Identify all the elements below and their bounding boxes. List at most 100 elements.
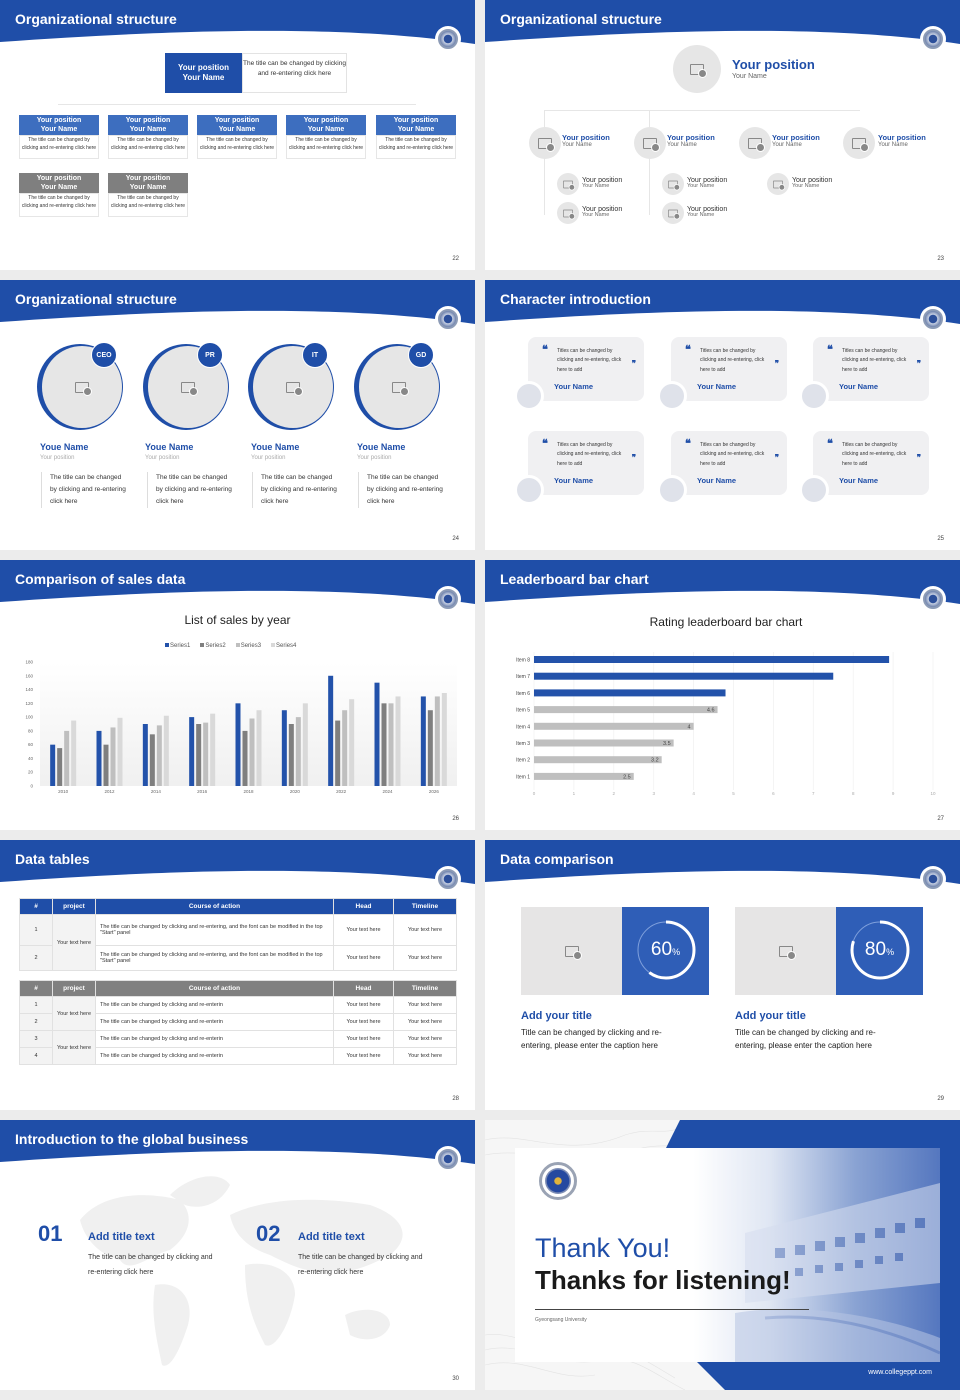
website-link[interactable]: www.collegeppt.com [868, 1369, 932, 1376]
page-number: 22 [452, 256, 459, 262]
org-card: Your position Your Name The title can be c… [286, 115, 366, 159]
thank-you-heading: Thank You! [535, 1233, 671, 1263]
page-number: 24 [452, 536, 459, 542]
slide-25[interactable]: Character introduction ❝ Titles can be ch… [485, 280, 960, 550]
photo-placeholder[interactable] [662, 173, 684, 195]
open-quote-icon: ❝ [685, 344, 691, 356]
photo-placeholder[interactable] [767, 173, 789, 195]
image-add-icon [563, 180, 576, 190]
slide-31[interactable]: Thank You! Thanks for listening! Gyeongs… [485, 1120, 960, 1390]
svg-text:180: 180 [25, 660, 33, 665]
slide-title: Organizational structure [15, 11, 177, 27]
svg-text:2024: 2024 [382, 789, 393, 794]
blue-frame [665, 1120, 960, 1390]
svg-text:2018: 2018 [243, 789, 254, 794]
image-add-icon [690, 63, 707, 78]
svg-text:2.5: 2.5 [623, 774, 631, 780]
svg-text:2012: 2012 [104, 789, 115, 794]
member-position: Your position [40, 455, 75, 461]
slide-26[interactable]: Comparison of sales data List of sales b… [0, 560, 475, 830]
avatar [657, 381, 687, 411]
slide-title: Character introduction [500, 291, 651, 307]
university-seal-icon [539, 1162, 577, 1200]
slide-29[interactable]: Data comparison 60% 80% Add your title T… [485, 840, 960, 1110]
avatar [657, 475, 687, 505]
svg-text:Item 3: Item 3 [516, 741, 530, 747]
svg-text:4.6: 4.6 [707, 708, 715, 714]
slide-23[interactable]: Organizational structure Your position Yo… [485, 0, 960, 270]
photo-placeholder[interactable] [739, 127, 771, 159]
item-title: Add title text [298, 1231, 365, 1243]
svg-text:80: 80 [28, 728, 34, 733]
svg-text:Item 8: Item 8 [516, 658, 530, 664]
slide-24[interactable]: Organizational structure CEO PR IT GD Yo… [0, 280, 475, 550]
svg-text:2020: 2020 [290, 789, 301, 794]
item-desc: Title can be changed by clicking and re-… [521, 1028, 662, 1050]
page-number: 28 [452, 1096, 459, 1102]
university-seal-icon [435, 866, 461, 892]
slide-27[interactable]: Leaderboard bar chart Rating leaderboard… [485, 560, 960, 830]
chart-title: Rating leaderboard bar chart [649, 615, 803, 629]
image-add-icon [778, 945, 796, 960]
role-badge: GD [408, 342, 434, 368]
photo-placeholder[interactable] [521, 907, 622, 995]
image-add-icon [773, 180, 786, 190]
photo-placeholder[interactable] [557, 173, 579, 195]
item-number: 01 [38, 1221, 63, 1246]
member-position: Your position [145, 455, 180, 461]
svg-text:Item 4: Item 4 [516, 724, 530, 730]
slide-title: Organizational structure [15, 291, 177, 307]
close-quote-icon: ❞ [774, 359, 779, 368]
svg-text:4: 4 [688, 724, 691, 730]
photo-placeholder[interactable] [662, 202, 684, 224]
photo-placeholder[interactable] [634, 127, 666, 159]
photo-placeholder[interactable] [735, 907, 836, 995]
slide-title: Comparison of sales data [15, 571, 186, 587]
slide-header: Organizational structure [485, 0, 960, 44]
photo-placeholder[interactable] [673, 45, 721, 93]
member-position: Your position [357, 455, 392, 461]
university-seal-icon [920, 586, 946, 612]
photo-placeholder[interactable] [529, 127, 561, 159]
university-seal-icon [435, 586, 461, 612]
slide-30[interactable]: Introduction to the global business 01 A… [0, 1120, 475, 1390]
image-add-icon [643, 137, 660, 152]
slide-28[interactable]: Data tables # project Course of action Head… [0, 840, 475, 1110]
quote-card: ❝ Titles can be changed by clicking and r… [671, 337, 787, 401]
photo-placeholder[interactable] [557, 202, 579, 224]
avatar [514, 475, 544, 505]
svg-text:2026: 2026 [429, 789, 440, 794]
svg-text:1: 1 [573, 791, 576, 796]
avatar [514, 381, 544, 411]
item-title: Add your title [735, 1010, 806, 1022]
slide-title: Data comparison [500, 851, 614, 867]
connector-line [58, 104, 416, 105]
image-add-icon [392, 381, 409, 396]
svg-text:2016: 2016 [197, 789, 208, 794]
slide-title: Leaderboard bar chart [500, 571, 649, 587]
progress-ring-icon [850, 920, 910, 980]
quote-card: ❝ Titles can be changed by clicking and r… [528, 337, 644, 401]
svg-text:100: 100 [25, 715, 33, 720]
image-add-icon [748, 137, 765, 152]
svg-text:120: 120 [25, 701, 33, 706]
image-add-icon [538, 137, 555, 152]
image-add-icon [668, 180, 681, 190]
svg-text:0: 0 [30, 784, 33, 789]
avatar [799, 381, 829, 411]
chart-legend: Series1 Series2 Series3 Series4 [165, 643, 296, 649]
member-desc: The title can be changed by clicking and… [41, 472, 129, 508]
campus-building-image [735, 1183, 940, 1362]
svg-text:4.8: 4.8 [715, 691, 723, 697]
close-quote-icon: ❞ [916, 453, 921, 462]
image-add-icon [181, 381, 198, 396]
org-card: Your position Your Name The title can be c… [19, 115, 99, 159]
thanks-subheading: Thanks for listening! [535, 1265, 791, 1295]
svg-text:3: 3 [652, 791, 655, 796]
photo-placeholder[interactable] [843, 127, 875, 159]
data-table-1: # project Course of action Head Timeline 1 Yo… [19, 898, 457, 971]
svg-text:20: 20 [28, 770, 34, 775]
page-number: 29 [937, 1096, 944, 1102]
slide-22[interactable]: Organizational structure Your position Yo… [0, 0, 475, 270]
member-name: Youe Name [40, 442, 89, 452]
